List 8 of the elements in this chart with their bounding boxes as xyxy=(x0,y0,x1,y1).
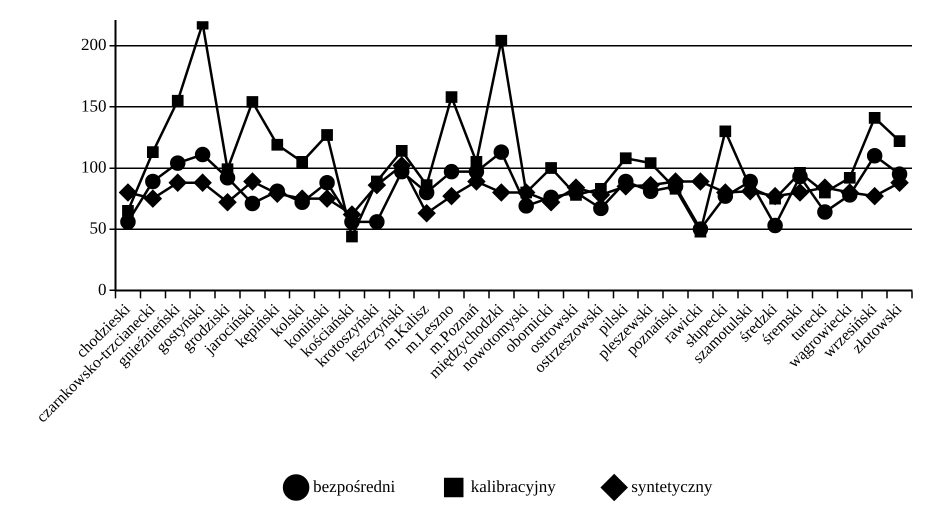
y-tick-label: 50 xyxy=(90,218,106,238)
y-tick-label: 200 xyxy=(81,35,106,54)
y-tick-label: 100 xyxy=(81,157,106,176)
legend-label: bezpośredni xyxy=(313,476,396,496)
y-tick-label: 0 xyxy=(98,280,106,299)
y-tick-label: 150 xyxy=(81,96,106,116)
legend-label: syntetyczny xyxy=(631,476,713,496)
legend-label: kalibracyjny xyxy=(470,476,556,496)
